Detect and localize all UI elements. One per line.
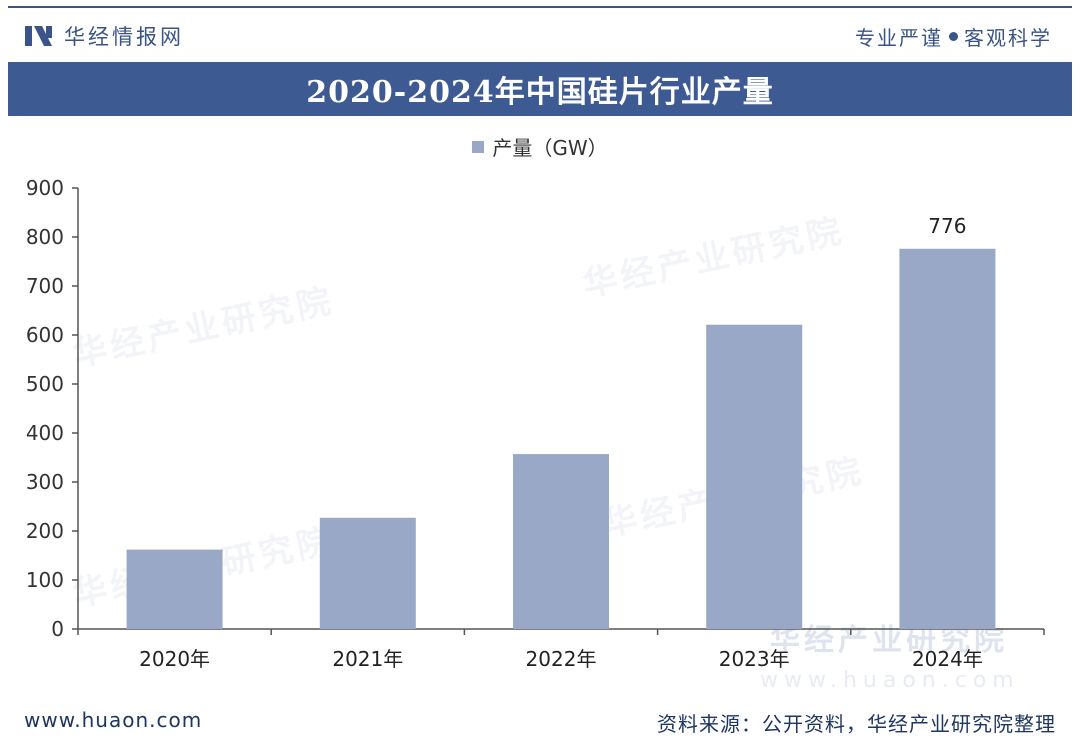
bar-5 <box>899 248 996 629</box>
y-tick-label: 800 <box>26 225 64 249</box>
bar-2 <box>319 517 416 629</box>
y-tick-label: 600 <box>26 323 64 347</box>
y-tick-label: 300 <box>26 470 64 494</box>
y-tick-label: 0 <box>51 617 64 641</box>
x-tick-label: 2020年 <box>139 647 210 671</box>
bar-3 <box>513 454 609 629</box>
slogan: 专业严谨 客观科学 <box>855 18 1052 54</box>
brand-name: 华经情报网 <box>64 25 184 49</box>
y-tick-label: 100 <box>26 568 64 592</box>
top-border-line <box>8 6 1072 8</box>
y-tick-label: 700 <box>26 274 64 298</box>
watermark-site: www.huaon.com <box>760 668 1020 693</box>
slogan-dot-icon <box>949 31 958 41</box>
bar-4 <box>706 324 803 629</box>
chart-title: 2020-2024年中国硅片行业产量 <box>306 75 774 110</box>
x-tick-label: 2022年 <box>526 647 597 671</box>
bar-1 <box>126 549 223 629</box>
x-tick-label: 2023年 <box>719 647 790 671</box>
y-tick-label: 900 <box>26 176 64 200</box>
x-tick-label: 2024年 <box>912 647 983 671</box>
slogan-left: 专业严谨 <box>855 25 943 50</box>
y-tick-label: 200 <box>26 519 64 543</box>
legend-swatch <box>472 140 485 153</box>
brand: 华经情报网 <box>24 18 184 54</box>
legend-label: 产量（GW） <box>492 136 608 160</box>
y-tick-label: 500 <box>26 372 64 396</box>
x-tick-label: 2021年 <box>332 647 403 671</box>
y-tick-label: 400 <box>26 421 64 445</box>
footer-source: 资料来源：公开资料，华经产业研究院整理 <box>657 712 1056 736</box>
chart-title-band: 2020-2024年中国硅片行业产量 <box>8 62 1072 116</box>
huajing-logo-icon <box>25 26 52 46</box>
data-label: 776 <box>928 214 966 238</box>
chart-legend: 产量（GW） <box>0 132 1080 161</box>
slogan-right: 客观科学 <box>964 25 1052 50</box>
footer-website: www.huaon.com <box>24 708 203 732</box>
